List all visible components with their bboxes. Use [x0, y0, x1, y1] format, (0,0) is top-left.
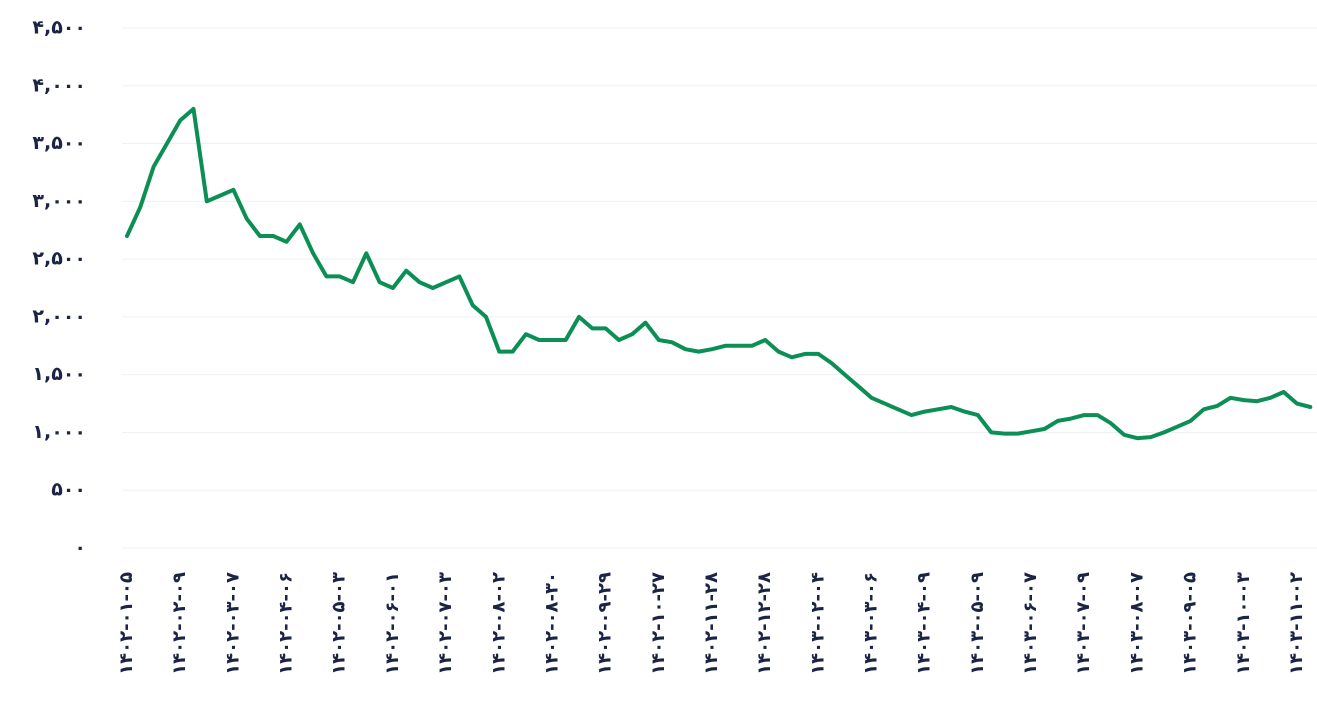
- x-tick-label: ۱۴۰۲-۰۱-۰۵: [116, 572, 137, 675]
- x-tick-label: ۱۴۰۲-۰۷-۰۳: [435, 572, 456, 675]
- x-tick-label: ۱۴۰۲-۱۱-۲۸: [701, 572, 722, 675]
- y-tick-label: ۲,۰۰۰: [32, 305, 86, 327]
- x-tick-label: ۱۴۰۳-۰۷-۰۹: [1073, 572, 1094, 675]
- x-tick-label: ۱۴۰۳-۰۵-۰۹: [967, 572, 988, 675]
- x-tick-label: ۱۴۰۲-۰۴-۰۶: [276, 572, 297, 675]
- y-tick-label: ۴,۵۰۰: [32, 17, 86, 39]
- y-tick-label: ۴,۰۰۰: [32, 74, 86, 96]
- x-tick-label: ۱۴۰۳-۰۳-۰۶: [861, 572, 882, 675]
- x-tick-label: ۱۴۰۲-۰۸-۰۲: [488, 572, 509, 675]
- x-tick-label: ۱۴۰۲-۱۲-۲۸: [754, 572, 775, 675]
- y-tick-label: ۲,۵۰۰: [32, 248, 86, 270]
- x-tick-label: ۱۴۰۲-۰۶-۰۱: [382, 572, 403, 675]
- y-tick-label: ۳,۵۰۰: [32, 132, 86, 154]
- line-series: [125, 106, 1313, 441]
- y-tick-label: ۳,۰۰۰: [32, 190, 86, 212]
- x-tick-label: ۱۴۰۳-۱۰-۰۳: [1233, 572, 1254, 675]
- y-tick-label: ۵۰۰: [51, 479, 86, 501]
- x-tick-label: ۱۴۰۲-۰۲-۰۹: [169, 572, 190, 675]
- x-tick-label: ۱۴۰۳-۰۶-۰۷: [1020, 572, 1041, 675]
- x-tick-label: ۱۴۰۳-۰۹-۰۵: [1180, 572, 1201, 675]
- x-tick-label: ۱۴۰۳-۱۱-۰۲: [1286, 572, 1307, 675]
- y-tick-label: ۱,۰۰۰: [32, 421, 86, 443]
- x-tick-label: ۱۴۰۲-۰۳-۰۷: [222, 572, 243, 675]
- y-tick-label: ۰: [74, 537, 86, 559]
- x-tick-label: ۱۴۰۲-۰۵-۰۳: [329, 572, 350, 675]
- x-tick-label: ۱۴۰۳-۰۸-۰۷: [1126, 572, 1147, 675]
- x-tick-label: ۱۴۰۲-۱۰-۲۷: [648, 572, 669, 675]
- x-tick-label: ۱۴۰۳-۰۲-۰۴: [807, 572, 828, 675]
- x-tick-label: ۱۴۰۲-۰۸-۳۰: [541, 572, 562, 675]
- y-tick-label: ۱,۵۰۰: [32, 363, 86, 385]
- x-tick-label: ۱۴۰۳-۰۴-۰۹: [914, 572, 935, 675]
- x-tick-label: ۱۴۰۲-۰۹-۲۹: [595, 572, 616, 675]
